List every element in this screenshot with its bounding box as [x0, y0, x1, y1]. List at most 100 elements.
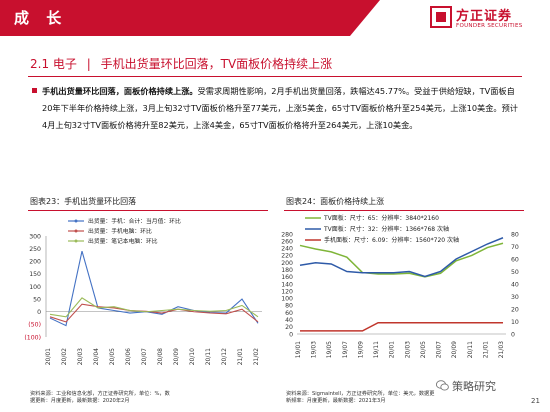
x-tick-label: 19/07	[342, 341, 349, 358]
x-tick-label: 19/11	[373, 341, 380, 358]
y-right-tick-label: 60	[511, 256, 519, 263]
x-tick-label: 20/10	[189, 348, 196, 365]
x-tick-label: 20/01	[389, 341, 396, 358]
y-tick-label: (50)	[28, 322, 41, 329]
legend-label-0: 出货量：手机：合计：当月值：环比	[88, 217, 181, 225]
footer-right-source: 资料来源：Sigmaintell，方正证券研究所，单位：美元，数据更	[286, 391, 435, 397]
series-line-0	[49, 251, 259, 327]
x-tick-label: 20/09	[451, 341, 458, 358]
x-tick-label: 20/09	[173, 348, 180, 365]
body-paragraph: 手机出货量环比回落，面板价格持续上涨。受需求周期性影响，2月手机出货量回落，跌幅…	[42, 83, 520, 133]
y-right-tick-label: 30	[511, 294, 519, 301]
x-tick-label: 19/03	[311, 341, 318, 358]
x-tick-label: 21/01	[237, 348, 244, 365]
wechat-icon	[436, 380, 449, 391]
y-right-tick-label: 40	[511, 281, 519, 288]
footer-right-update: 新频率：月度更新，最新数据：2021年3月	[286, 398, 386, 404]
header-title: 成 长	[14, 9, 68, 27]
watermark-text: 策略研究	[452, 380, 496, 393]
founder-logo: 方正证券 FOUNDER SECURITIES	[430, 5, 545, 33]
y-left-tick-label: 160	[281, 274, 293, 281]
y-right-tick-label: 50	[511, 269, 519, 276]
section-separator: |	[86, 57, 91, 71]
x-tick-label: 20/05	[420, 341, 427, 358]
y-left-tick-label: 180	[281, 267, 293, 274]
legend-marker-1	[74, 229, 78, 233]
x-tick-label: 20/03	[404, 341, 411, 358]
y-right-tick-label: 20	[511, 306, 519, 313]
y-tick-label: 200	[29, 259, 41, 266]
legend-label-1: TV面板：尺寸：32：分辨率：1366*768 次轴	[323, 225, 449, 233]
x-tick-label: 20/02	[61, 348, 68, 365]
y-left-tick-label: 140	[281, 281, 293, 288]
y-left-tick-label: 20	[285, 324, 293, 331]
footer-left: 资料来源：工业和信息化部，方正证券研究所，单位：%，数 据更新：月度更新，最新数…	[30, 391, 170, 405]
y-left-tick-label: 40	[285, 317, 293, 324]
legend-marker-2	[74, 239, 78, 243]
footer-right: 资料来源：Sigmaintell，方正证券研究所，单位：美元，数据更 新频率：月…	[286, 391, 434, 405]
series-line-2	[300, 322, 503, 332]
y-tick-label: 150	[29, 271, 41, 278]
x-tick-label: 20/07	[436, 341, 443, 358]
body-text: 受需求周期性影响，2月手机出货量回落，跌幅达45.77%。受益于供给短缺，TV面…	[42, 86, 518, 130]
footer-left-update: 据更新：月度更新，最新数据：2020年2月	[30, 398, 130, 404]
footer-left-source: 资料来源：工业和信息化部，方正证券研究所，单位：%，数	[30, 391, 170, 397]
x-tick-label: 20/08	[157, 348, 164, 365]
section-headline: 手机出货量环比回落，TV面板价格持续上涨	[100, 57, 333, 71]
y-tick-label: 0	[37, 309, 41, 316]
y-left-tick-label: 280	[281, 231, 293, 238]
x-tick-label: 21/02	[253, 348, 260, 365]
figure-23-title: 图表23：手机出货量环比回落	[30, 197, 137, 206]
figure-24-title: 图表24：面板价格持续上涨	[286, 197, 385, 206]
header-wedge	[350, 0, 380, 36]
y-left-tick-label: 200	[281, 260, 293, 267]
header-band	[0, 0, 350, 36]
y-tick-label: 250	[29, 246, 41, 253]
x-tick-label: 20/03	[77, 348, 84, 365]
legend-label-1: 出货量：手机电脑：环比	[88, 227, 152, 235]
y-left-tick-label: 240	[281, 246, 293, 253]
y-left-tick-label: 100	[281, 296, 293, 303]
series-line-0	[299, 242, 504, 278]
x-tick-label: 20/07	[141, 348, 148, 365]
x-tick-label: 21/03	[498, 341, 505, 358]
x-tick-label: 20/11	[205, 348, 212, 365]
y-left-tick-label: 220	[281, 253, 293, 260]
section-number: 2.1	[30, 57, 50, 71]
legend-label-0: TV面板：尺寸：65：分辨率：3840*2160	[323, 214, 439, 222]
chart-24: 0204060801001201401601802002202402602800…	[281, 214, 519, 358]
y-left-tick-label: 0	[289, 331, 293, 338]
section-topic: 电子	[52, 57, 77, 71]
x-tick-label: 19/05	[326, 341, 333, 358]
figure-24-rule	[284, 210, 524, 211]
logo-name-en: FOUNDER SECURITIES	[456, 23, 523, 29]
y-left-tick-label: 120	[281, 288, 293, 295]
body-lead: 手机出货量环比回落，面板价格持续上涨。	[42, 86, 198, 96]
legend-label-2: 出货量：笔记本电脑：环比	[88, 237, 158, 245]
legend-label-2: 手机面板：尺寸：6.09：分辨率：1560*720 次轴	[324, 236, 459, 244]
y-right-tick-label: 10	[511, 319, 519, 326]
figure-23-rule	[28, 210, 268, 211]
y-right-tick-label: 70	[511, 244, 519, 251]
legend-marker-0	[74, 219, 78, 223]
y-tick-label: (100)	[24, 334, 41, 341]
section-heading: 2.1 电子 | 手机出货量环比回落，TV面板价格持续上涨	[30, 55, 332, 72]
founder-logo-icon	[430, 6, 452, 28]
x-tick-label: 21/01	[482, 341, 489, 358]
x-tick-label: 20/01	[45, 348, 52, 365]
y-left-tick-label: 80	[285, 303, 293, 310]
bullet-marker	[32, 88, 37, 93]
y-tick-label: 100	[29, 284, 41, 291]
logo-name-cn: 方正证券	[456, 9, 513, 24]
x-tick-label: 20/12	[221, 348, 228, 365]
y-right-tick-label: 0	[511, 331, 515, 338]
y-tick-label: 300	[29, 233, 41, 240]
series-line-1	[49, 303, 259, 323]
y-right-tick-label: 80	[511, 231, 519, 238]
x-tick-label: 19/09	[357, 341, 364, 358]
y-left-tick-label: 60	[285, 310, 293, 317]
page-number: 21	[531, 397, 540, 405]
y-left-tick-label: 260	[281, 238, 293, 245]
y-tick-label: 50	[33, 296, 41, 303]
